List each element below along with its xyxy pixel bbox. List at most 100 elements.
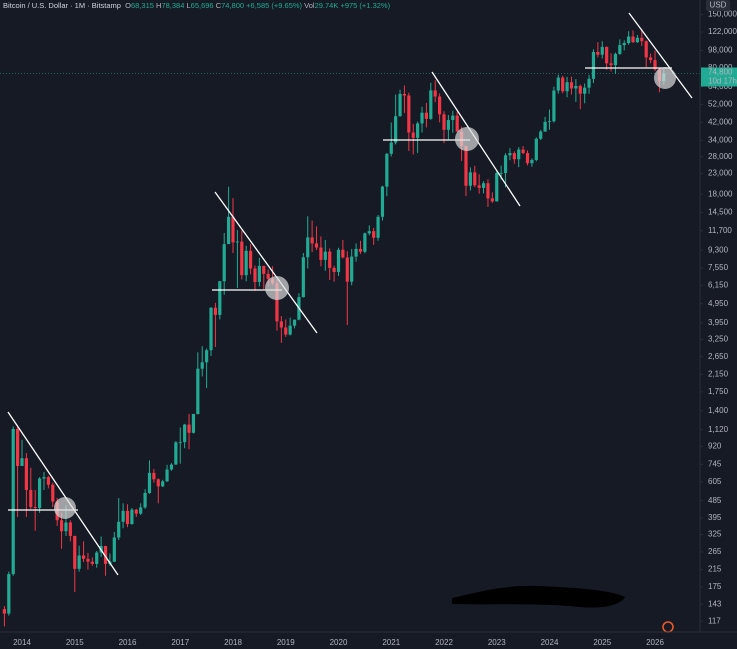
x-tick-label: 2014 <box>13 638 31 647</box>
candle-body <box>565 82 569 92</box>
candle-body <box>578 85 582 94</box>
candle-body <box>81 555 86 559</box>
candle-body <box>539 131 543 139</box>
candle-body <box>213 307 218 315</box>
y-tick-label: 4,950 <box>708 299 729 308</box>
candle-body <box>24 458 28 490</box>
candle-body <box>314 243 319 248</box>
candle-body <box>2 609 7 614</box>
drawings <box>7 12 693 576</box>
y-tick-label: 117 <box>708 616 721 625</box>
candle-body <box>385 153 389 187</box>
candle-body <box>310 237 314 244</box>
candle-body <box>11 428 15 575</box>
currency: USD <box>710 1 727 10</box>
candle-body <box>178 442 182 443</box>
y-tick-label: 14,500 <box>708 208 733 217</box>
x-tick-label: 2019 <box>277 638 295 647</box>
candle-body <box>231 216 235 243</box>
y-tick-label: 28,000 <box>708 152 733 161</box>
candle-body <box>618 45 622 54</box>
candle-body <box>644 41 648 58</box>
candle-body <box>209 307 213 351</box>
candle-body <box>257 265 261 282</box>
candle-body <box>95 552 99 564</box>
candle-body <box>517 149 521 160</box>
open-label: O <box>125 1 131 10</box>
y-tick-label: 745 <box>708 459 722 468</box>
candle-body <box>46 477 50 485</box>
trend-line <box>628 12 693 99</box>
y-tick-label: 9,300 <box>708 245 729 254</box>
y-tick-label: 605 <box>708 477 722 486</box>
candle-body <box>627 36 631 44</box>
candle-body <box>477 185 481 188</box>
candle-body <box>486 183 490 199</box>
candle-body <box>552 90 556 122</box>
candle-body <box>455 115 459 132</box>
candle-body <box>609 63 613 66</box>
y-tick-label: 395 <box>708 513 722 522</box>
trend-line <box>214 191 318 334</box>
candle-body <box>420 112 424 124</box>
candle-body <box>350 256 354 282</box>
candle-body <box>121 510 125 522</box>
x-tick-label: 2017 <box>171 638 189 647</box>
candle-body <box>288 325 292 335</box>
y-tick-label: 325 <box>708 530 722 539</box>
candle-body <box>600 46 604 55</box>
candle-body <box>473 172 477 186</box>
last-price-label: 74,800 <box>708 68 733 77</box>
candle-body <box>218 281 222 315</box>
y-tick-label: 52,000 <box>708 99 733 108</box>
candle-body <box>490 198 494 202</box>
candle-body <box>495 172 499 202</box>
highlight-circle <box>54 497 76 519</box>
candle-body <box>68 522 72 536</box>
candle-body <box>433 90 437 97</box>
y-tick-label: 6,150 <box>708 280 729 289</box>
candle-body <box>591 51 596 79</box>
y-tick-label: 920 <box>708 441 722 450</box>
y-tick-label: 150,000 <box>708 10 737 19</box>
candle-body <box>112 537 116 562</box>
candle-body <box>235 241 239 243</box>
candle-body <box>323 251 327 260</box>
candle-body <box>86 558 90 562</box>
candle-body <box>503 155 508 173</box>
y-tick-label: 3,250 <box>708 334 729 343</box>
candle-body <box>380 186 385 217</box>
x-tick-label: 2025 <box>593 638 611 647</box>
candle-body <box>187 424 191 433</box>
candle-body <box>569 82 574 89</box>
candle-body <box>451 115 455 121</box>
candle-body <box>613 53 618 66</box>
candle-body <box>29 489 33 507</box>
candle-body <box>631 36 635 43</box>
candle-body <box>147 472 152 493</box>
candle-body <box>191 413 196 433</box>
candle-body <box>372 231 376 238</box>
candle-body <box>525 153 530 164</box>
high-value: 78,384 <box>161 1 185 10</box>
candle-body <box>64 522 68 532</box>
candle-body <box>332 267 336 272</box>
candle-body <box>424 112 429 119</box>
candle-body <box>653 60 657 70</box>
last-price-box <box>701 67 737 87</box>
candle-body <box>389 142 393 154</box>
candle-body <box>354 248 358 257</box>
countdown: 10d 17h <box>708 77 737 86</box>
candle-body <box>481 183 486 188</box>
candle-body <box>411 132 415 138</box>
y-tick-label: 175 <box>708 582 722 591</box>
candle-body <box>512 153 516 160</box>
candle-body <box>543 121 547 132</box>
y-tick-label: 1,750 <box>708 387 729 396</box>
vol-change: +975 (+1.32%) <box>340 1 391 10</box>
candle-body <box>200 362 204 369</box>
candle-body <box>301 257 305 298</box>
candle-body <box>174 442 178 465</box>
y-tick-label: 1,400 <box>708 406 729 415</box>
